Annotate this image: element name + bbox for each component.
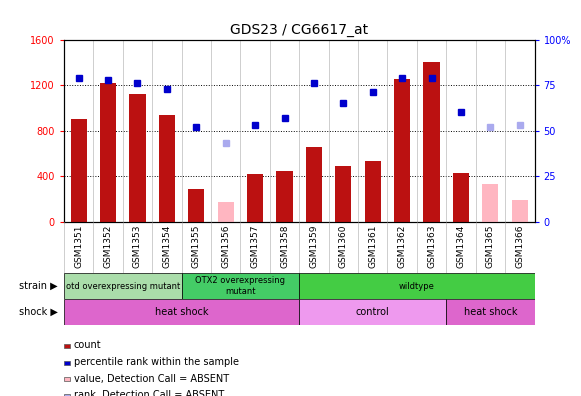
Text: GSM1354: GSM1354	[162, 224, 171, 268]
Bar	[453, 173, 469, 222]
Bar	[512, 200, 528, 222]
Text: strain ▶: strain ▶	[20, 281, 58, 291]
Bar	[100, 83, 116, 222]
Bar	[299, 273, 535, 299]
Bar	[424, 62, 440, 222]
Text: otd overexpressing mutant: otd overexpressing mutant	[66, 282, 180, 291]
Text: GSM1366: GSM1366	[515, 224, 524, 268]
Text: GSM1356: GSM1356	[221, 224, 230, 268]
Text: GSM1355: GSM1355	[192, 224, 201, 268]
Bar	[335, 166, 352, 222]
Bar	[181, 273, 299, 299]
Text: GSM1353: GSM1353	[133, 224, 142, 268]
Bar	[394, 80, 410, 222]
Bar	[70, 119, 87, 222]
Bar	[218, 202, 234, 222]
Bar	[64, 299, 299, 325]
Text: GSM1362: GSM1362	[397, 224, 407, 268]
Text: shock ▶: shock ▶	[19, 307, 58, 317]
Text: percentile rank within the sample: percentile rank within the sample	[74, 357, 239, 367]
Bar	[277, 171, 293, 222]
Title: GDS23 / CG6617_at: GDS23 / CG6617_at	[230, 23, 368, 37]
Text: GSM1363: GSM1363	[427, 224, 436, 268]
Text: GSM1352: GSM1352	[103, 224, 113, 268]
Bar	[64, 273, 181, 299]
Bar	[446, 299, 535, 325]
Text: GSM1365: GSM1365	[486, 224, 495, 268]
Text: wildtype: wildtype	[399, 282, 435, 291]
Text: value, Detection Call = ABSENT: value, Detection Call = ABSENT	[74, 373, 229, 384]
Text: OTX2 overexpressing
mutant: OTX2 overexpressing mutant	[195, 276, 285, 296]
Bar	[130, 94, 145, 222]
Text: rank, Detection Call = ABSENT: rank, Detection Call = ABSENT	[74, 390, 224, 396]
Text: count: count	[74, 340, 102, 350]
Bar	[306, 147, 322, 222]
Text: GSM1358: GSM1358	[280, 224, 289, 268]
Bar	[188, 189, 205, 222]
Bar	[482, 184, 498, 222]
Text: GSM1360: GSM1360	[339, 224, 348, 268]
Bar	[365, 162, 381, 222]
Text: control: control	[356, 307, 390, 317]
Bar	[247, 174, 263, 222]
Text: GSM1359: GSM1359	[310, 224, 318, 268]
Text: GSM1361: GSM1361	[368, 224, 377, 268]
Text: GSM1364: GSM1364	[457, 224, 465, 268]
Bar	[159, 115, 175, 222]
Text: GSM1351: GSM1351	[74, 224, 83, 268]
Text: GSM1357: GSM1357	[250, 224, 260, 268]
Bar	[299, 299, 446, 325]
Text: heat shock: heat shock	[155, 307, 209, 317]
Text: heat shock: heat shock	[464, 307, 517, 317]
